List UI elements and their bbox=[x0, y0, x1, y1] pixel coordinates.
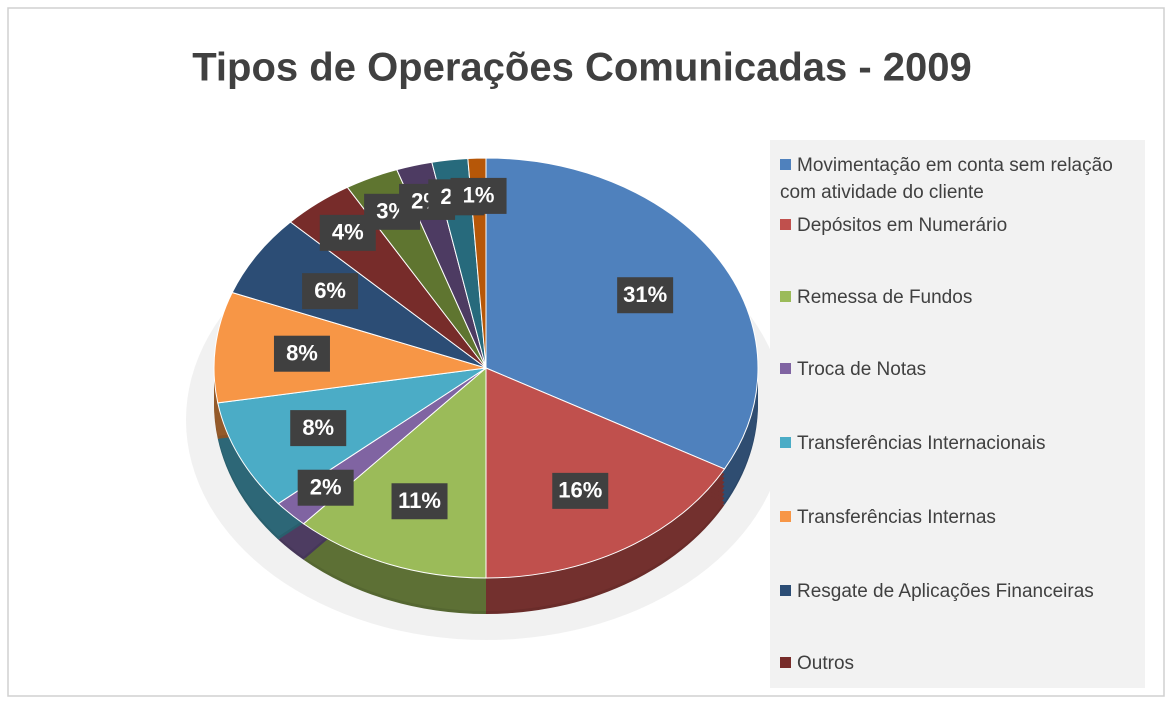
legend-label: Remessa de Fundos bbox=[797, 287, 973, 308]
data-label: 4% bbox=[332, 220, 364, 245]
data-label-box bbox=[617, 277, 674, 314]
chart-title: Tipos de Operações Comunicadas - 2009 bbox=[192, 46, 972, 90]
legend-label: Resgate de Aplicações Financeiras bbox=[797, 581, 1094, 602]
slice bbox=[217, 367, 487, 505]
data-label: 6% bbox=[314, 278, 346, 303]
data-label-box bbox=[302, 273, 359, 310]
data-label-box bbox=[450, 177, 507, 214]
slice bbox=[213, 291, 487, 404]
legend-item: Remessa de Fundos bbox=[780, 284, 1135, 311]
data-label-box bbox=[297, 469, 354, 506]
legend-swatch bbox=[780, 291, 791, 302]
legend-swatch bbox=[780, 511, 791, 522]
data-label: 1% bbox=[463, 183, 495, 208]
slice bbox=[485, 157, 759, 470]
data-label-box bbox=[290, 410, 347, 447]
legend-item: Transferências Internacionais bbox=[780, 430, 1135, 457]
legend-swatch bbox=[780, 363, 791, 374]
data-label: 8% bbox=[302, 415, 334, 440]
data-label: 8% bbox=[286, 341, 318, 366]
legend-label: Outros bbox=[797, 653, 855, 674]
slice bbox=[302, 366, 487, 579]
legend-item: Outros bbox=[780, 650, 1135, 677]
legend-swatch bbox=[780, 585, 791, 596]
data-label: 2% bbox=[310, 475, 342, 500]
legend-swatch bbox=[780, 219, 791, 230]
data-labels: 31%16%11%2%8%8%6%4%3%2%2%1% bbox=[273, 177, 674, 520]
data-label-box bbox=[552, 472, 609, 509]
legend-label: Movimentação em conta sem relação com at… bbox=[780, 155, 1113, 203]
legend: Movimentação em conta sem relação com at… bbox=[770, 140, 1145, 688]
data-label-box bbox=[273, 335, 330, 372]
legend-swatch bbox=[780, 437, 791, 448]
legend-label: Transferências Internacionais bbox=[797, 433, 1046, 454]
legend-label: Troca de Notas bbox=[797, 359, 927, 380]
legend-swatch bbox=[780, 657, 791, 668]
legend-item: Movimentação em conta sem relação com at… bbox=[780, 152, 1135, 206]
legend-item: Resgate de Aplicações Financeiras bbox=[780, 578, 1135, 605]
legend-swatch bbox=[780, 159, 791, 170]
legend-item: Transferências Internas bbox=[780, 504, 1135, 531]
legend-label: Depósitos em Numerário bbox=[797, 215, 1008, 236]
data-label: 11% bbox=[398, 488, 441, 513]
legend-item: Troca de Notas bbox=[780, 356, 1135, 383]
legend-item: Depósitos em Numerário bbox=[780, 212, 1135, 239]
data-label: 16% bbox=[558, 478, 602, 503]
legend-label: Transferências Internas bbox=[797, 507, 996, 528]
data-label-box bbox=[391, 483, 448, 520]
data-label: 31% bbox=[623, 282, 667, 307]
